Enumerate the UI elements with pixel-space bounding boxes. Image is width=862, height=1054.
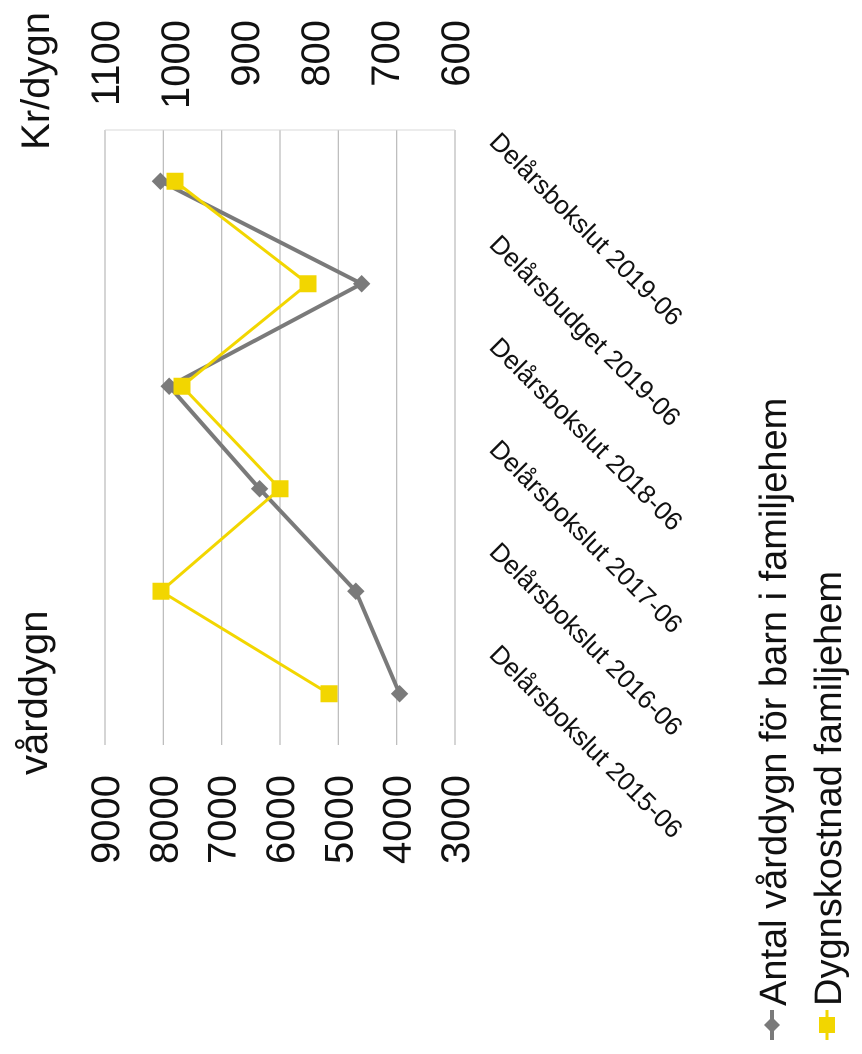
right-axis-tick-label: 600: [434, 20, 478, 87]
right-axis-tick-label: 1000: [154, 20, 198, 109]
data-point-diamond: [347, 582, 365, 600]
data-point-square: [152, 582, 170, 600]
left-value-axis: 9000 8000 7000 6000 5000 4000 3000 vårddygn: [12, 610, 478, 864]
category-tick-label: Delårsbudget 2019-06: [484, 229, 687, 432]
series-line: [159, 180, 330, 696]
data-point-square: [299, 275, 317, 293]
data-point-diamond: [352, 275, 371, 293]
right-axis-title: Kr/dygn: [14, 12, 58, 150]
data-point-square: [173, 377, 191, 395]
data-point-square: [166, 172, 184, 190]
series-2: [152, 172, 338, 703]
right-axis-tick-label: 700: [364, 20, 408, 87]
data-point-square: [320, 685, 338, 703]
legend-marker-square: [819, 1017, 835, 1033]
series-1: [151, 172, 409, 703]
category-tick-label: Delårsbokslut 2015-06: [484, 639, 689, 844]
category-tick-label: Delårsbokslut 2017-06: [484, 434, 689, 639]
left-axis-tick-label: 8000: [142, 775, 186, 864]
data-point-square: [271, 480, 289, 498]
category-tick-label: Delårsbokslut 2018-06: [484, 331, 689, 536]
legend-label: Antal vårddygn för barn i familjehem: [753, 398, 795, 1006]
left-axis-tick-label: 4000: [376, 775, 420, 864]
legend: Antal vårddygn för barn i familjehem Dygn…: [753, 398, 850, 1040]
right-axis-tick-label: 900: [224, 20, 268, 87]
left-axis-title: vårddygn: [12, 610, 56, 775]
left-axis-tick-label: 9000: [84, 775, 128, 864]
legend-label: Dygnskostnad familjehem: [808, 571, 850, 1006]
data-point-diamond: [250, 480, 269, 498]
right-axis-tick-label: 1100: [84, 20, 128, 106]
right-value-axis: 1100 1000 900 800 700 600 Kr/dygn: [14, 12, 478, 150]
right-axis-tick-label: 800: [294, 20, 338, 87]
chart-root: 9000 8000 7000 6000 5000 4000 3000 vårddygn 1100…: [12, 12, 850, 1040]
data-point-diamond: [151, 172, 170, 190]
category-tick-label: Delårsbokslut 2016-06: [484, 536, 689, 741]
left-axis-tick-label: 6000: [259, 775, 303, 864]
legend-marker-diamond: [764, 1017, 780, 1033]
data-point-diamond: [390, 685, 409, 703]
left-axis-tick-label: 7000: [201, 775, 245, 864]
left-axis-tick-label: 5000: [317, 775, 361, 864]
category-tick-label: Delårsbokslut 2019-06: [484, 126, 689, 331]
series-line: [159, 179, 402, 695]
left-axis-tick-label: 3000: [434, 775, 478, 864]
gridlines: [104, 129, 456, 745]
